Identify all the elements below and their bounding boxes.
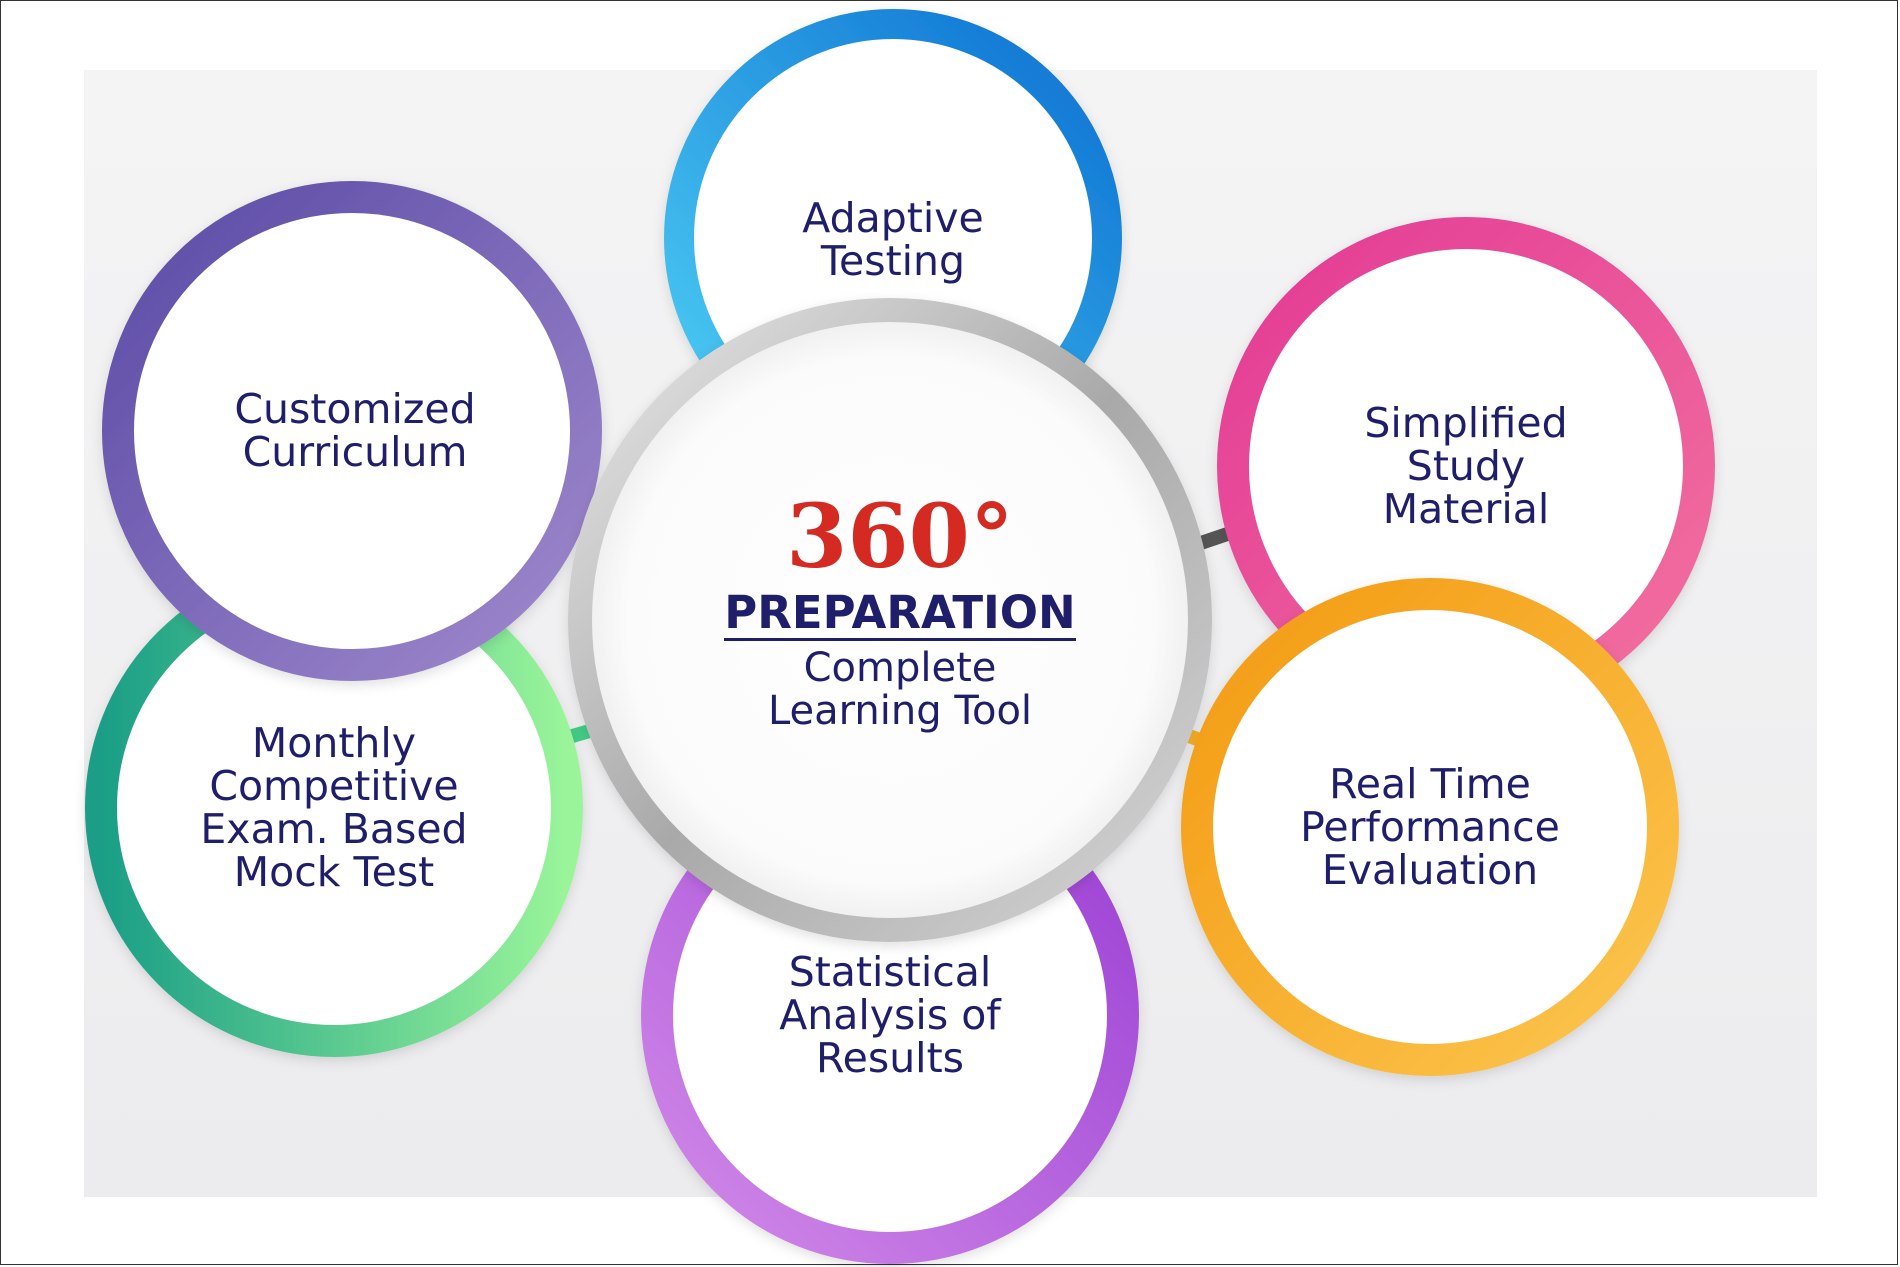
center-title-preparation: PREPARATION [724, 586, 1076, 641]
center-subtitle-line2: Learning Tool [767, 688, 1033, 734]
node-label-customized-curriculum: Customized Curriculum [234, 385, 476, 476]
node-label-adaptive-testing: Adaptive Testing [802, 194, 984, 285]
node-circle-customized-curriculum [102, 181, 602, 681]
node-label-monthly-mock-test: Monthly Competitive Exam. Based Mock Tes… [200, 719, 468, 896]
center-subtitle-line1: Complete [803, 645, 997, 691]
center-hub-circle [568, 298, 1212, 942]
center-headline-360: 360° [786, 484, 1014, 588]
node-label-real-time-evaluation: Real Time Performance Evaluation [1300, 759, 1560, 894]
node-label-simplified-study-material: Simplified Study Material [1364, 398, 1568, 533]
center-text-block: 360° PREPARATION Complete Learning Tool [600, 490, 1200, 733]
node-label-statistical-analysis: Statistical Analysis of Results [779, 947, 1001, 1082]
node-circle-real-time-evaluation [1181, 578, 1679, 1076]
